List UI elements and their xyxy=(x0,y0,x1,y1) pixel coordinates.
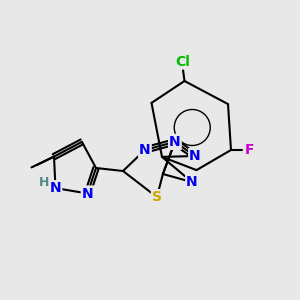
Text: N: N xyxy=(139,143,151,157)
Text: N: N xyxy=(82,187,93,200)
Text: F: F xyxy=(245,143,254,157)
Text: N: N xyxy=(186,175,198,189)
Text: H: H xyxy=(39,176,50,189)
Text: N: N xyxy=(169,135,181,149)
Text: N: N xyxy=(50,181,61,195)
Text: S: S xyxy=(152,190,162,204)
Text: N: N xyxy=(189,149,201,163)
Text: Cl: Cl xyxy=(176,55,190,68)
